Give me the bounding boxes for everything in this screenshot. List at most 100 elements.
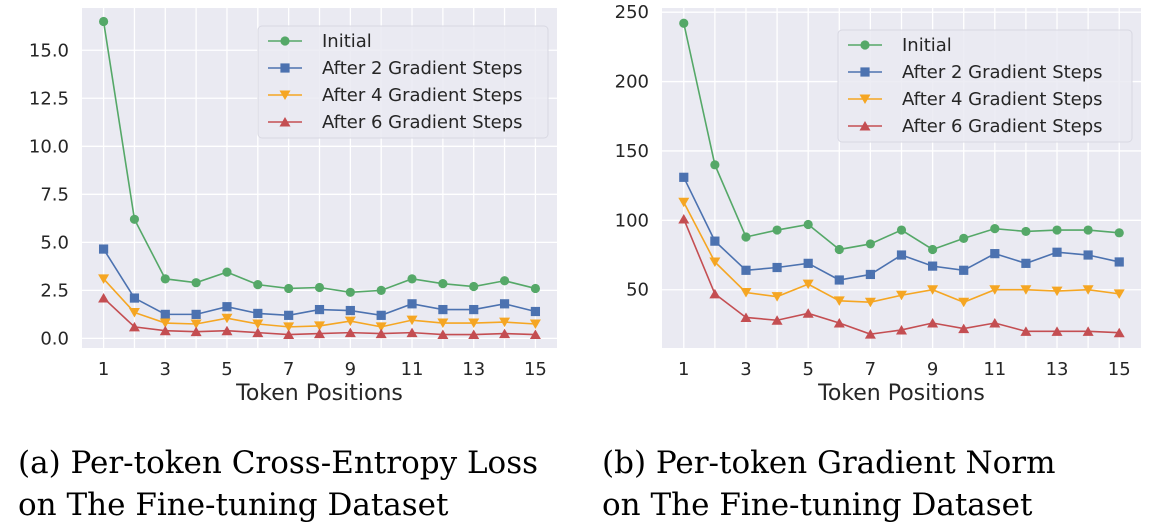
legend-box bbox=[837, 29, 1133, 143]
x-tick-label: 11 bbox=[983, 359, 1006, 380]
x-axis-label: Token Positions bbox=[817, 381, 985, 406]
data-point bbox=[864, 329, 876, 339]
data-point bbox=[802, 308, 814, 318]
data-point bbox=[375, 322, 387, 332]
data-point bbox=[407, 274, 417, 284]
data-point bbox=[1113, 327, 1125, 338]
data-point bbox=[98, 244, 109, 254]
legend-label: After 2 Gradient Steps bbox=[322, 58, 523, 79]
y-tick-label: 15.0 bbox=[29, 40, 69, 61]
data-point bbox=[344, 316, 356, 327]
series-initial bbox=[98, 16, 541, 297]
data-point bbox=[376, 285, 386, 295]
data-point bbox=[772, 225, 782, 235]
legend-marker bbox=[280, 36, 290, 46]
data-point bbox=[222, 267, 232, 277]
legend-label: After 2 Gradient Steps bbox=[902, 62, 1103, 83]
series-after-6-gradient-steps bbox=[98, 293, 541, 340]
data-point bbox=[345, 305, 355, 316]
data-point bbox=[159, 318, 171, 329]
caption-b-line-1: (b) Per-token Gradient Norm bbox=[602, 445, 1056, 481]
data-point bbox=[740, 287, 752, 298]
legend-marker bbox=[280, 63, 290, 73]
data-point bbox=[834, 244, 844, 255]
data-point bbox=[159, 325, 171, 336]
series-after-4-gradient-steps bbox=[678, 197, 1125, 308]
legend-marker bbox=[859, 94, 871, 104]
data-point bbox=[437, 318, 449, 329]
legend-label: After 4 Gradient Steps bbox=[902, 89, 1103, 110]
x-tick-label: 5 bbox=[221, 359, 232, 380]
y-tick-label: 100 bbox=[615, 210, 649, 231]
data-point bbox=[314, 304, 325, 315]
data-point bbox=[253, 280, 263, 290]
series-after-2-gradient-steps bbox=[679, 172, 1124, 285]
data-point bbox=[802, 279, 814, 290]
data-point bbox=[803, 219, 813, 230]
data-point bbox=[772, 262, 782, 273]
data-point bbox=[345, 287, 355, 297]
legend-label: After 6 Gradient Steps bbox=[322, 112, 523, 133]
caption-a-line-1: (a) Per-token Cross-Entropy Loss bbox=[18, 445, 539, 481]
series-after-2-gradient-steps bbox=[98, 244, 541, 320]
data-point bbox=[1082, 326, 1094, 336]
caption-b: (b) Per-token Gradient Norm on The Fine-… bbox=[602, 442, 1056, 526]
data-point bbox=[529, 329, 541, 340]
data-point bbox=[469, 304, 479, 315]
caption-a-line-2: on The Fine-tuning Dataset bbox=[18, 487, 449, 523]
data-point bbox=[990, 249, 1000, 259]
data-point bbox=[98, 16, 109, 27]
data-point bbox=[1021, 226, 1031, 237]
data-point bbox=[376, 310, 386, 320]
legend-marker bbox=[859, 121, 871, 131]
legend-label: After 4 Gradient Steps bbox=[322, 85, 523, 106]
data-point bbox=[1021, 258, 1031, 268]
data-point bbox=[530, 306, 541, 317]
data-point bbox=[128, 307, 140, 318]
data-point bbox=[499, 299, 510, 309]
data-point bbox=[1051, 286, 1063, 297]
data-point bbox=[833, 318, 845, 328]
data-point bbox=[864, 297, 876, 308]
caption-a: (a) Per-token Cross-Entropy Loss on The … bbox=[18, 442, 538, 526]
x-tick-label: 7 bbox=[865, 359, 876, 380]
y-tick-label: 7.5 bbox=[40, 184, 69, 205]
data-point bbox=[283, 322, 295, 332]
data-point bbox=[221, 313, 233, 324]
data-point bbox=[678, 197, 690, 208]
data-point bbox=[1083, 225, 1093, 235]
data-point bbox=[927, 318, 939, 328]
data-point bbox=[283, 329, 295, 340]
y-tick-label: 10.0 bbox=[29, 136, 69, 157]
data-point bbox=[252, 327, 264, 338]
data-point bbox=[709, 257, 721, 267]
data-point bbox=[1114, 257, 1124, 267]
x-tick-label: 3 bbox=[740, 359, 751, 380]
data-point bbox=[709, 288, 721, 299]
data-point bbox=[771, 315, 783, 325]
data-point bbox=[928, 261, 938, 271]
data-point bbox=[129, 214, 140, 224]
data-point bbox=[803, 258, 813, 268]
data-point bbox=[406, 327, 418, 338]
x-axis-label: Token Positions bbox=[235, 381, 403, 406]
legend-marker bbox=[279, 90, 291, 100]
data-point bbox=[160, 274, 170, 284]
data-point bbox=[314, 282, 325, 293]
legend: Initial After 2 Gradient Steps After 4 Gra… bbox=[257, 25, 549, 139]
x-tick-label: 7 bbox=[283, 359, 294, 380]
data-point bbox=[740, 312, 752, 322]
chart-a: 1 3 5 7 9 11 13 150.02.55.07.510.012.515.0Token… bbox=[29, 8, 557, 406]
series-after-4-gradient-steps bbox=[98, 274, 541, 332]
data-point bbox=[98, 293, 110, 303]
data-point bbox=[679, 18, 689, 28]
data-point bbox=[1020, 285, 1032, 295]
data-point bbox=[989, 285, 1001, 295]
data-point bbox=[284, 310, 294, 320]
data-point bbox=[896, 250, 907, 260]
data-point bbox=[927, 285, 939, 295]
legend-label: Initial bbox=[322, 31, 372, 52]
data-point bbox=[284, 283, 294, 294]
